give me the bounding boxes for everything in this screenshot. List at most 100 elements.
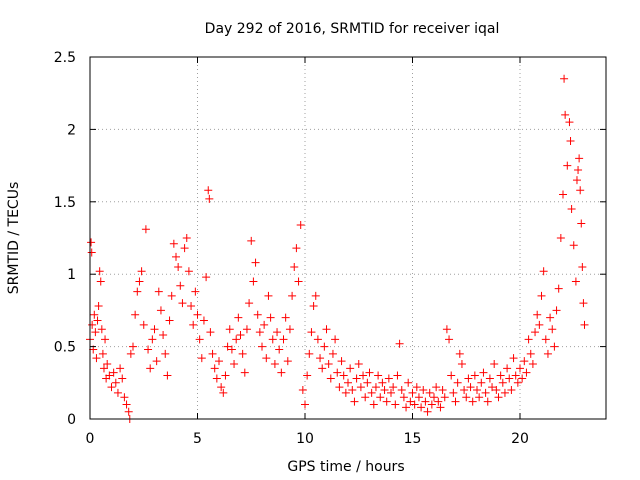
data-point (311, 291, 320, 300)
data-point (455, 349, 464, 358)
data-point (430, 393, 438, 402)
data-point (101, 335, 110, 344)
data-point (191, 287, 200, 296)
data-point (569, 241, 578, 250)
data-point (266, 313, 275, 322)
data-point (402, 403, 411, 412)
data-point (475, 393, 484, 402)
data-points (86, 74, 589, 423)
data-point (320, 342, 329, 351)
y-tick-label: 1 (67, 267, 76, 283)
data-point (94, 302, 103, 311)
data-point (579, 299, 588, 308)
data-point (526, 349, 535, 358)
data-point (184, 267, 193, 276)
data-point (507, 386, 516, 395)
data-point (144, 345, 153, 354)
data-point (556, 234, 565, 242)
data-point (359, 371, 368, 380)
data-point (92, 354, 101, 363)
data-point (565, 118, 574, 127)
data-point (148, 335, 157, 344)
data-point (99, 364, 108, 373)
data-point (522, 368, 531, 377)
x-tick-label: 20 (511, 431, 529, 447)
data-point (90, 310, 99, 319)
data-point (466, 383, 475, 392)
data-point (307, 328, 316, 337)
data-point (206, 328, 215, 337)
data-point (279, 335, 288, 344)
data-point (270, 359, 279, 368)
data-point (174, 262, 183, 271)
data-point (242, 325, 251, 334)
data-point (88, 320, 97, 329)
data-point (498, 378, 507, 387)
data-point (275, 345, 284, 354)
chart-title: Day 292 of 2016, SRMTID for receiver iqa… (205, 21, 500, 37)
data-point (554, 284, 563, 293)
data-point (208, 349, 217, 358)
data-point (161, 349, 170, 358)
data-point (541, 335, 550, 344)
data-point (189, 320, 198, 329)
data-point (408, 388, 417, 397)
data-point (204, 186, 213, 195)
data-point (449, 388, 458, 397)
data-point (195, 335, 204, 344)
data-point (477, 378, 486, 387)
data-point (281, 313, 290, 322)
data-point (496, 371, 505, 380)
data-point (395, 339, 404, 348)
data-point (180, 244, 189, 253)
data-point (313, 335, 322, 344)
data-point (524, 335, 533, 344)
data-point (219, 388, 228, 397)
data-point (172, 252, 180, 261)
data-point (505, 374, 514, 383)
data-point (548, 325, 557, 334)
data-point (363, 378, 372, 387)
data-point (249, 277, 258, 286)
data-point (348, 386, 357, 395)
data-point (150, 325, 159, 334)
data-point (122, 400, 131, 409)
data-point (490, 359, 499, 368)
data-point (374, 371, 383, 380)
data-point (537, 291, 546, 300)
data-point (273, 328, 282, 337)
data-point (178, 299, 187, 308)
data-point (485, 374, 494, 383)
data-point (333, 368, 342, 377)
data-point (417, 403, 426, 412)
data-point (199, 316, 208, 325)
data-point (406, 397, 415, 406)
data-point (139, 320, 148, 329)
data-point (447, 371, 456, 380)
data-point (339, 371, 348, 380)
data-point (566, 136, 575, 145)
data-point (303, 371, 312, 380)
data-point (93, 316, 102, 325)
data-point (251, 258, 260, 267)
data-point (531, 328, 540, 337)
data-point (152, 357, 161, 366)
data-point (258, 342, 266, 351)
data-point (116, 364, 125, 373)
data-point (227, 345, 236, 354)
data-point (193, 310, 202, 319)
data-point (559, 190, 567, 199)
data-point (560, 74, 569, 83)
x-axis-label: GPS time / hours (287, 459, 404, 475)
data-point (539, 267, 548, 276)
x-tick-label: 5 (193, 431, 202, 447)
data-point (260, 320, 269, 329)
data-point (462, 393, 471, 402)
data-point (296, 220, 305, 229)
data-point (354, 359, 363, 368)
data-point (404, 378, 413, 387)
data-point (165, 316, 174, 325)
data-point (240, 368, 249, 377)
x-tick-label: 15 (404, 431, 422, 447)
